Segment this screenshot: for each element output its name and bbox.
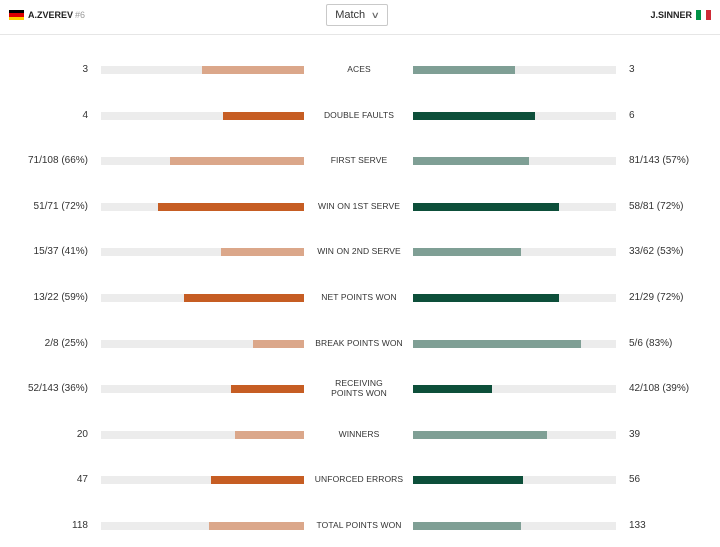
right-stat-bar xyxy=(413,385,616,394)
right-stat-bar-fill xyxy=(413,522,521,530)
stat-row: 2/8 (25%) BREAK POINTS WON 5/6 (83%) xyxy=(0,336,720,356)
stat-label: WIN ON 1ST SERVE xyxy=(317,200,401,211)
germany-flag-icon xyxy=(9,10,24,20)
stat-row: 20 WINNERS 39 xyxy=(0,427,720,447)
right-stat-value: 6 xyxy=(629,109,635,121)
left-stat-bar-fill xyxy=(223,111,304,120)
period-dropdown[interactable]: Match ∨ xyxy=(326,4,388,26)
right-stat-bar xyxy=(413,157,616,166)
right-stat-bar-fill xyxy=(413,476,523,485)
right-stat-value: 42/108 (39%) xyxy=(629,383,690,395)
stat-label: BREAK POINTS WON xyxy=(315,337,403,348)
left-stat-bar xyxy=(101,294,304,302)
right-stat-bar-fill xyxy=(413,339,581,348)
stat-label: DOUBLE FAULTS xyxy=(323,109,395,120)
right-player: J.SINNER xyxy=(650,10,711,20)
right-stat-bar xyxy=(413,202,616,211)
right-stat-value: 5/6 (83%) xyxy=(629,337,673,349)
chevron-down-icon: ∨ xyxy=(370,9,381,20)
right-stat-bar xyxy=(413,430,616,439)
left-stat-bar xyxy=(101,111,304,120)
left-stat-value: 20 xyxy=(76,428,88,440)
left-stat-value: 52/143 (36%) xyxy=(27,383,88,395)
right-stat-bar-fill xyxy=(413,111,535,120)
right-stat-value: 21/29 (72%) xyxy=(629,292,684,303)
right-stat-value: 58/81 (72%) xyxy=(629,200,684,212)
stat-label: UNFORCED ERRORS xyxy=(314,474,404,485)
stat-row: 51/71 (72%) WIN ON 1ST SERVE 58/81 (72%) xyxy=(0,199,720,219)
right-stat-bar xyxy=(413,248,616,257)
right-stat-value: 81/143 (57%) xyxy=(629,155,690,167)
stat-label: WINNERS xyxy=(338,428,380,439)
stat-label: RECEIVING POINTS WON xyxy=(331,378,387,399)
left-stat-value: 71/108 (66%) xyxy=(27,155,88,167)
stat-row: 13/22 (59%) NET POINTS WON 21/29 (72%) xyxy=(0,290,720,310)
stat-label: NET POINTS WON xyxy=(321,292,397,302)
left-stat-bar xyxy=(101,157,304,166)
right-stat-value: 33/62 (53%) xyxy=(629,246,684,258)
right-stat-value: 133 xyxy=(629,520,646,531)
left-stat-bar xyxy=(101,430,304,439)
right-stat-bar-fill xyxy=(413,248,521,257)
right-stat-bar xyxy=(413,522,616,530)
left-stat-bar-fill xyxy=(211,476,304,485)
left-stat-value: 51/71 (72%) xyxy=(33,200,88,212)
left-stat-value: 15/37 (41%) xyxy=(33,246,88,258)
right-stat-bar xyxy=(413,111,616,120)
left-stat-bar xyxy=(101,385,304,394)
left-player-name: A.ZVEREV xyxy=(28,10,74,20)
stat-row: 15/37 (41%) WIN ON 2ND SERVE 33/62 (53%) xyxy=(0,244,720,264)
right-stat-bar-fill xyxy=(413,157,529,166)
left-stat-bar-fill xyxy=(235,430,304,439)
right-stat-value: 39 xyxy=(629,428,641,440)
left-stat-bar-fill xyxy=(221,248,304,257)
stat-row: 52/143 (36%) RECEIVING POINTS WON 42/108 (… xyxy=(0,378,720,401)
left-player: A.ZVEREV #6 xyxy=(9,10,85,20)
left-stat-bar xyxy=(101,339,304,348)
right-stat-bar-fill xyxy=(413,294,559,302)
left-stat-bar xyxy=(101,476,304,485)
left-stat-bar-fill xyxy=(209,522,304,530)
left-stat-bar xyxy=(101,202,304,211)
right-player-name: J.SINNER xyxy=(650,10,692,20)
left-stat-value: 13/22 (59%) xyxy=(33,292,88,303)
stats-header: A.ZVEREV #6 Match ∨ J.SINNER xyxy=(0,0,720,35)
right-stat-bar xyxy=(413,66,616,74)
stat-label: WIN ON 2ND SERVE xyxy=(317,246,401,257)
right-stat-bar xyxy=(413,294,616,302)
right-stat-bar xyxy=(413,476,616,485)
right-stat-value: 56 xyxy=(629,474,641,486)
stat-row: 4 DOUBLE FAULTS 6 xyxy=(0,108,720,128)
right-stat-value: 3 xyxy=(629,64,635,75)
left-stat-bar xyxy=(101,248,304,257)
period-dropdown-label: Match xyxy=(335,9,366,21)
stat-label: TOTAL POINTS WON xyxy=(316,520,402,530)
left-stat-value: 47 xyxy=(76,474,88,486)
left-stat-bar-fill xyxy=(231,385,304,394)
left-stat-value: 3 xyxy=(82,64,88,75)
left-stat-bar-fill xyxy=(184,294,304,302)
right-stat-bar xyxy=(413,339,616,348)
stat-label: ACES xyxy=(347,64,371,74)
left-player-seed: #6 xyxy=(75,10,86,20)
left-stat-bar xyxy=(101,66,304,74)
left-stat-value: 2/8 (25%) xyxy=(44,337,88,349)
right-stat-bar-fill xyxy=(413,66,515,74)
stat-row: 47 UNFORCED ERRORS 56 xyxy=(0,472,720,492)
left-stat-bar-fill xyxy=(202,66,304,74)
left-stat-bar-fill xyxy=(170,157,304,166)
stat-row: 118 TOTAL POINTS WON 133 xyxy=(0,518,720,538)
stat-row: 71/108 (66%) FIRST SERVE 81/143 (57%) xyxy=(0,153,720,173)
left-stat-bar-fill xyxy=(158,202,304,211)
left-stat-bar xyxy=(101,522,304,530)
stat-row: 3 ACES 3 xyxy=(0,62,720,82)
left-stat-value: 118 xyxy=(72,520,88,531)
italy-flag-icon xyxy=(696,10,711,20)
left-stat-value: 4 xyxy=(82,109,88,121)
stat-label: FIRST SERVE xyxy=(330,155,388,166)
left-stat-bar-fill xyxy=(253,339,304,348)
right-stat-bar-fill xyxy=(413,430,547,439)
right-stat-bar-fill xyxy=(413,202,559,211)
right-stat-bar-fill xyxy=(413,385,492,394)
